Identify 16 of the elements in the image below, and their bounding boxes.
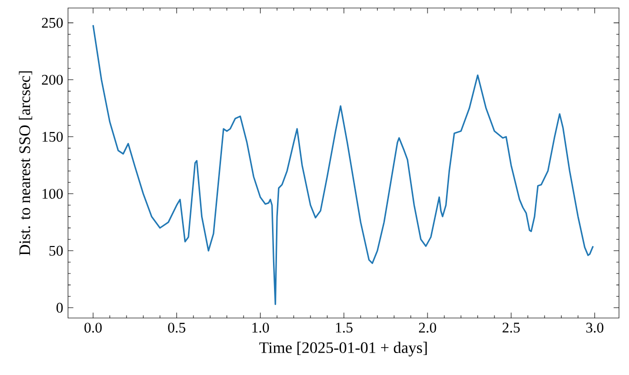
y-tick-label: 0 (56, 302, 63, 313)
x-tick-label: 3.0 (586, 322, 604, 333)
x-tick-label: 1.0 (252, 322, 269, 333)
y-axis-title: Dist. to nearest SSO [arcsec] (18, 71, 32, 256)
y-tick-label: 100 (42, 188, 63, 199)
x-tick-label: 2.0 (419, 322, 436, 333)
x-tick-label: 2.5 (502, 322, 520, 333)
y-tick-label: 150 (42, 132, 63, 142)
y-tick-label: 250 (42, 18, 63, 28)
x-tick-label: 0.0 (84, 322, 102, 333)
x-tick-label: 0.5 (168, 322, 186, 333)
y-tick-label: 200 (42, 74, 63, 85)
x-axis-title: Time [2025-01-01 + days] (259, 342, 427, 356)
line-series (92, 24, 594, 306)
x-tick-label: 1.5 (336, 322, 353, 333)
y-tick-label: 50 (49, 246, 63, 256)
